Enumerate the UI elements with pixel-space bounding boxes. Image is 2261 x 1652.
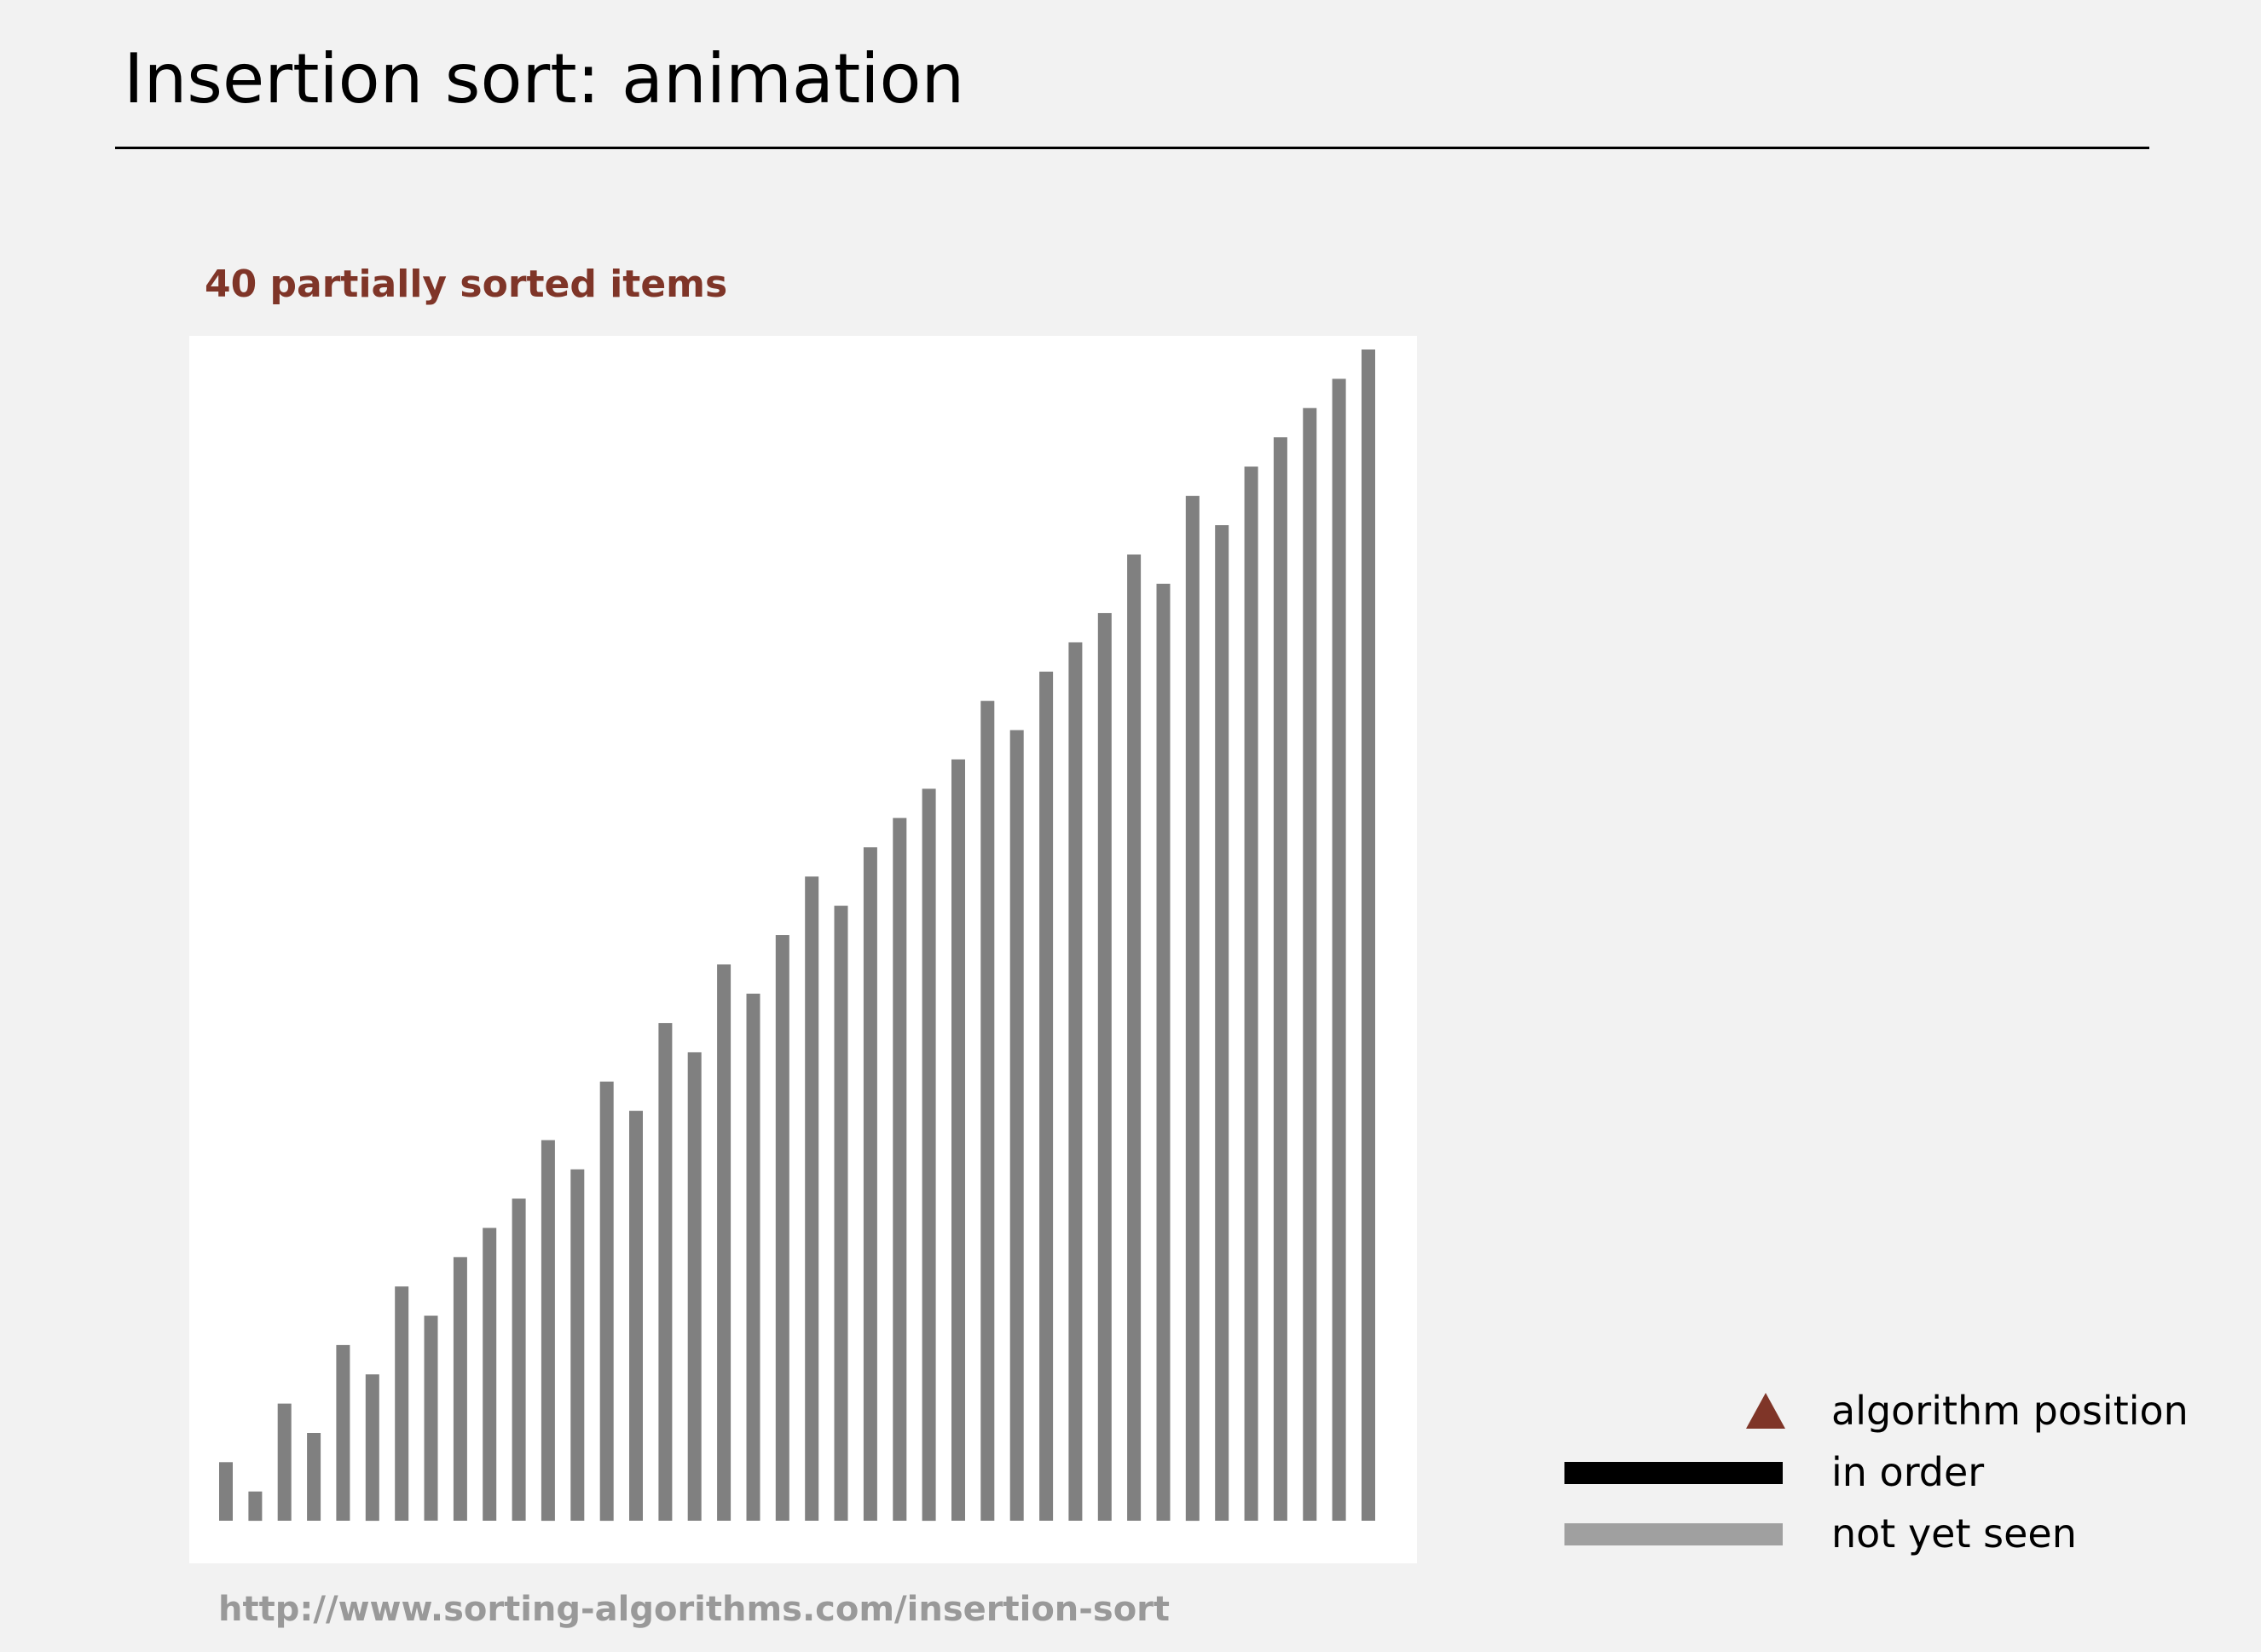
legend-label: algorithm position — [1831, 1388, 2189, 1434]
bar-item-23 — [863, 847, 877, 1521]
legend-marker — [1560, 1507, 1783, 1560]
bar-item-32 — [1127, 554, 1142, 1521]
legend-label: not yet seen — [1831, 1510, 2077, 1557]
bar-item-6 — [365, 1374, 379, 1522]
bar-item-13 — [570, 1169, 585, 1521]
bar-item-40 — [1362, 349, 1375, 1521]
bar-item-7 — [395, 1286, 409, 1521]
bar-item-22 — [834, 905, 848, 1521]
legend-item-algorithm-position: algorithm position — [1560, 1384, 2242, 1437]
bar-item-20 — [775, 935, 789, 1521]
in-order-swatch — [1564, 1462, 1783, 1484]
bar-item-9 — [453, 1256, 467, 1521]
bars-chart — [219, 349, 1375, 1522]
bar-item-2 — [248, 1491, 263, 1522]
bar-item-8 — [424, 1315, 438, 1521]
bar-item-34 — [1185, 495, 1200, 1522]
bar-item-38 — [1303, 407, 1317, 1522]
source-url: http://www.sorting-algorithms.com/insert… — [218, 1590, 1171, 1629]
slide-title: Insertion sort: animation — [124, 39, 965, 118]
bar-item-16 — [658, 1023, 673, 1521]
bar-item-4 — [307, 1433, 321, 1521]
title-divider — [115, 147, 2149, 149]
bar-item-19 — [746, 993, 760, 1521]
bar-item-37 — [1273, 437, 1287, 1521]
triangle-icon — [1746, 1393, 1785, 1429]
sort-visualization-panel — [189, 336, 1417, 1563]
bar-item-39 — [1332, 378, 1346, 1521]
bar-item-31 — [1097, 613, 1112, 1521]
bar-item-29 — [1039, 671, 1054, 1521]
bar-item-1 — [219, 1462, 233, 1521]
not-yet-seen-swatch — [1564, 1523, 1783, 1545]
bar-item-12 — [541, 1140, 555, 1522]
panel-caption: 40 partially sorted items — [205, 263, 728, 306]
bar-item-18 — [717, 964, 732, 1521]
bar-item-15 — [629, 1111, 643, 1521]
legend-marker — [1560, 1384, 1785, 1437]
bar-item-3 — [277, 1403, 292, 1521]
bar-item-21 — [805, 876, 819, 1521]
bar-item-10 — [483, 1227, 497, 1521]
bar-item-25 — [922, 788, 936, 1522]
bar-item-33 — [1156, 583, 1171, 1521]
bar-item-36 — [1244, 466, 1258, 1521]
bar-item-27 — [980, 701, 995, 1521]
bar-item-17 — [687, 1052, 702, 1521]
bar-item-24 — [893, 817, 907, 1521]
bar-item-28 — [1009, 730, 1024, 1521]
legend-item-not-yet-seen: not yet seen — [1560, 1507, 2242, 1560]
bar-item-5 — [336, 1344, 350, 1521]
legend-marker — [1560, 1446, 1783, 1499]
bar-item-35 — [1215, 525, 1229, 1521]
bar-item-11 — [512, 1199, 526, 1521]
bar-item-26 — [951, 759, 965, 1521]
bar-item-30 — [1068, 642, 1083, 1521]
bar-item-14 — [599, 1081, 614, 1522]
legend-label: in order — [1831, 1449, 1985, 1495]
legend-item-in-order: in order — [1560, 1446, 2242, 1499]
